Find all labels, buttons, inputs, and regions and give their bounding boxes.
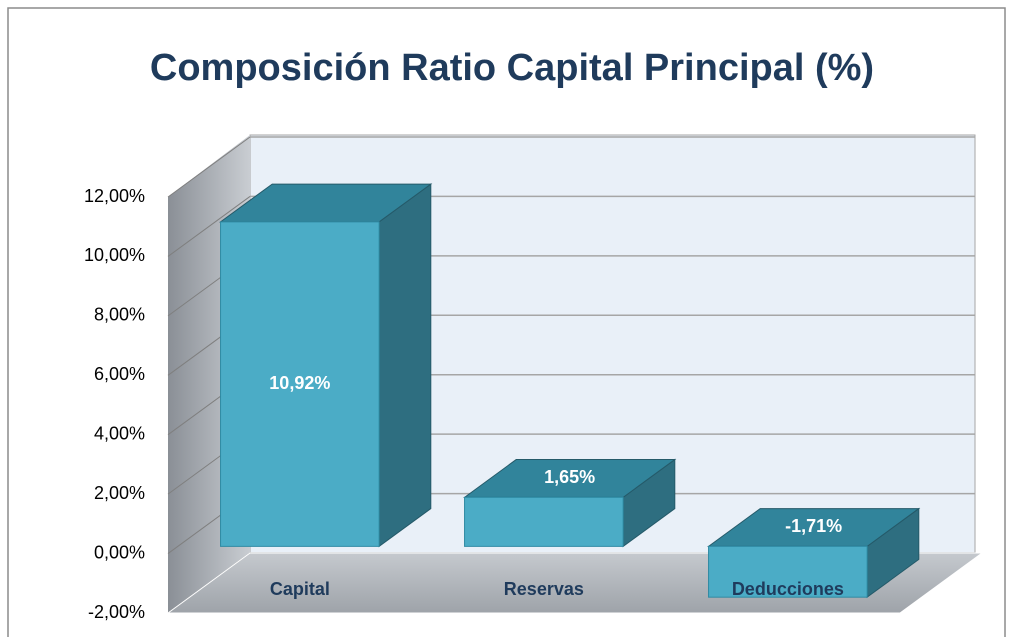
- bar: [220, 221, 380, 547]
- y-tick-label: 2,00%: [94, 483, 145, 503]
- chart-title: Composición Ratio Capital Principal (%): [150, 47, 874, 89]
- bar: [708, 545, 868, 598]
- y-tick-label: 6,00%: [94, 364, 145, 384]
- y-tick-label: 4,00%: [94, 423, 145, 443]
- data-label: 10,92%: [269, 373, 330, 393]
- y-tick-label: 0,00%: [94, 542, 145, 562]
- y-tick-label: -2,00%: [88, 602, 145, 622]
- bar: [464, 496, 624, 547]
- x-tick-label: Capital: [270, 579, 330, 599]
- x-tick-label: Reservas: [504, 579, 584, 599]
- y-tick-label: 8,00%: [94, 305, 145, 325]
- bar-side: [378, 183, 432, 548]
- data-label: -1,71%: [785, 516, 842, 536]
- y-tick-label: 12,00%: [84, 186, 145, 206]
- x-tick-label: Deducciones: [732, 579, 844, 599]
- data-label: 1,65%: [544, 467, 595, 487]
- grid-line: [167, 196, 251, 257]
- y-tick-label: 10,00%: [84, 245, 145, 265]
- grid-line: [167, 136, 251, 198]
